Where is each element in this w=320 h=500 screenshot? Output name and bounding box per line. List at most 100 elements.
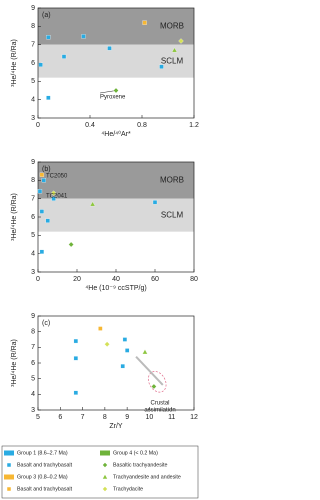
panel-label: (a) — [42, 12, 51, 19]
band — [38, 162, 194, 199]
band-label: SCLM — [161, 56, 184, 65]
y-tick-label: 5 — [31, 376, 35, 383]
band — [38, 8, 194, 45]
point — [46, 95, 51, 100]
point — [51, 196, 56, 201]
y-axis-label: ³He/⁴He (R/Ra) — [11, 193, 18, 241]
annotation: TC2050 — [46, 174, 68, 180]
x-tick-label: 1.2 — [189, 122, 199, 129]
y-tick-label: 5 — [31, 78, 35, 85]
y-tick-label: 5 — [31, 232, 35, 239]
panel-label: (c) — [42, 320, 50, 327]
point — [142, 349, 148, 355]
y-tick-label: 4 — [31, 391, 35, 398]
legend-swatch — [4, 474, 14, 480]
annotation: Pyroxene — [100, 95, 126, 101]
point — [142, 20, 147, 25]
x-tick-label: 12 — [190, 414, 198, 421]
y-axis-label: ³He/⁴He (R/Ra) — [11, 339, 18, 387]
point — [73, 356, 79, 361]
panel-label: (b) — [42, 166, 51, 173]
point — [68, 241, 74, 248]
x-tick-label: 0 — [36, 276, 40, 283]
point — [151, 383, 157, 390]
y-tick-label: 7 — [31, 42, 35, 49]
point — [98, 326, 103, 331]
x-tick-label: 8 — [103, 414, 107, 421]
y-tick-label: 3 — [31, 269, 35, 276]
legend: Group 1 (8.6–2.7 Ma) Basalt and trachybas… — [1, 445, 199, 499]
point — [124, 348, 130, 353]
point — [113, 87, 119, 94]
y-axis-label: ³He/⁴He (R/Ra) — [11, 39, 18, 87]
legend-label: Trachydacite — [113, 486, 143, 492]
point — [7, 487, 11, 491]
y-tick-label: 9 — [31, 313, 35, 320]
x-tick-label: 0.8 — [137, 122, 147, 129]
point — [89, 201, 96, 207]
legend-frame — [1, 445, 199, 499]
x-tick-label: 5 — [36, 414, 40, 421]
point — [102, 474, 108, 479]
x-axis-label: ⁴He/⁴⁰Ar* — [101, 130, 131, 138]
x-tick-label: 7 — [81, 414, 85, 421]
annotation: Crustal — [150, 401, 169, 407]
annotation: TC2041 — [46, 194, 68, 200]
x-tick-label: 6 — [58, 414, 62, 421]
point — [171, 47, 178, 53]
y-tick-label: 6 — [31, 60, 35, 67]
y-tick-label: 9 — [31, 5, 35, 12]
point — [73, 390, 79, 395]
point — [81, 34, 86, 39]
point — [122, 337, 128, 342]
point — [39, 249, 45, 254]
legend-label: Trachyandesite and andesite — [113, 474, 181, 480]
y-tick-label: 8 — [31, 329, 35, 336]
legend-swatch — [100, 450, 110, 456]
point — [39, 172, 45, 177]
y-tick-label: 9 — [31, 159, 35, 166]
point — [178, 38, 184, 44]
point — [38, 62, 43, 67]
band — [38, 44, 194, 78]
x-tick-label: 60 — [151, 276, 159, 283]
point — [37, 189, 43, 194]
band-label: SCLM — [161, 210, 184, 219]
y-tick-label: 8 — [31, 23, 35, 30]
x-axis-label: Zr/Y — [109, 423, 123, 430]
point — [41, 178, 46, 183]
x-tick-label: 40 — [112, 276, 120, 283]
x-tick-label: 0.4 — [85, 122, 95, 129]
x-tick-label: 10 — [146, 414, 154, 421]
x-tick-label: 0 — [36, 122, 40, 129]
y-tick-label: 3 — [31, 407, 35, 414]
pointer — [99, 90, 117, 94]
point — [159, 64, 164, 69]
band — [38, 198, 194, 232]
assimilation-field — [148, 371, 167, 393]
y-tick-label: 4 — [31, 97, 35, 104]
point — [120, 363, 125, 369]
band-label: MORB — [160, 21, 184, 30]
point — [39, 209, 45, 214]
point — [46, 35, 51, 40]
x-tick-label: 11 — [168, 414, 175, 421]
point — [152, 200, 158, 205]
point — [102, 462, 108, 468]
y-tick-label: 8 — [31, 177, 35, 184]
point — [73, 338, 79, 344]
trend-arrow — [135, 356, 164, 386]
annotation: assimilation — [144, 408, 175, 414]
x-tick-label: 9 — [125, 414, 129, 421]
point — [102, 486, 108, 492]
legend-label: Basalt and trachybasalt — [17, 462, 73, 468]
point — [50, 190, 57, 196]
point — [45, 218, 50, 223]
legend-swatch — [4, 450, 14, 456]
legend-label: Basalt and trachybasalt — [17, 486, 73, 492]
y-tick-label: 4 — [31, 251, 35, 258]
plot-frame — [37, 315, 195, 411]
legend-label: Group 4 (< 0.2 Ma) — [113, 450, 158, 456]
y-tick-label: 6 — [31, 214, 35, 221]
y-tick-label: 3 — [31, 115, 35, 122]
